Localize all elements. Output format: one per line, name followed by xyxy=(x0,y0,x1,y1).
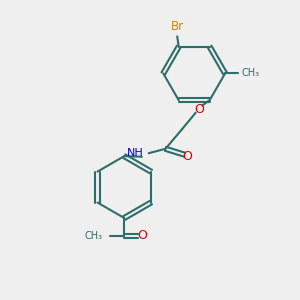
Text: CH₃: CH₃ xyxy=(85,231,103,241)
Text: O: O xyxy=(137,229,147,242)
Text: NH: NH xyxy=(127,148,143,158)
Text: CH₃: CH₃ xyxy=(241,68,260,78)
Text: Br: Br xyxy=(171,20,184,33)
Text: O: O xyxy=(194,103,204,116)
Text: O: O xyxy=(183,150,193,163)
